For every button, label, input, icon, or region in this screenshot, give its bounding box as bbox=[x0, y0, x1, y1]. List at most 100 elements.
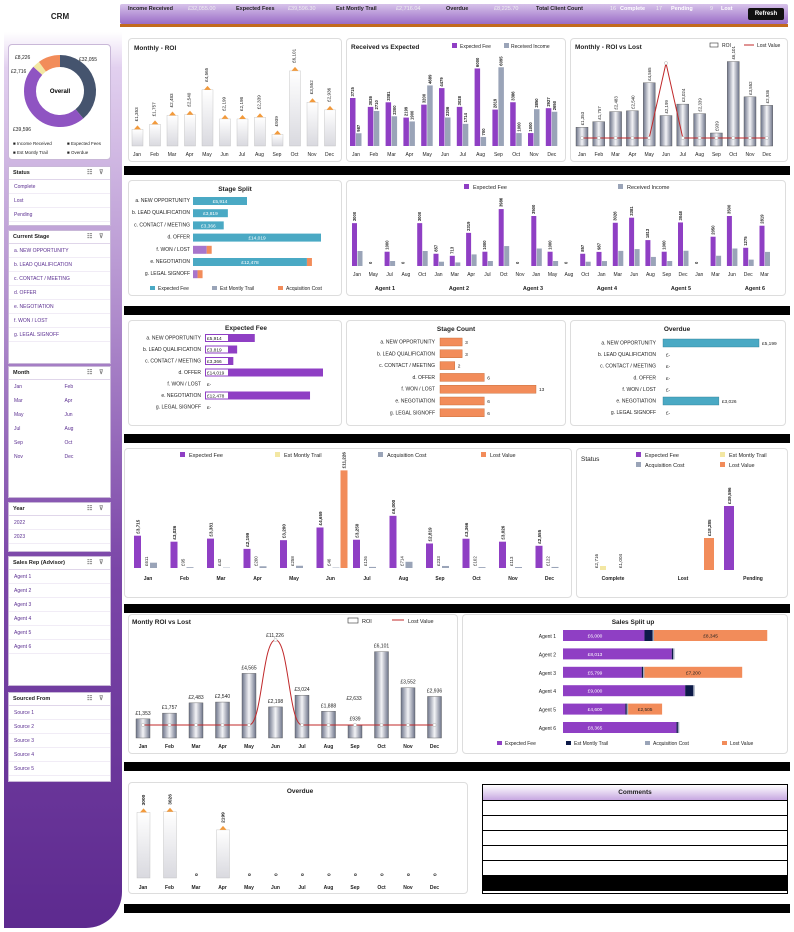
chart-panel bbox=[576, 448, 788, 598]
comment-row[interactable] bbox=[483, 846, 787, 861]
stage-label: c. CONTACT / MEETING bbox=[600, 364, 656, 370]
x-tick-label: Sep bbox=[350, 744, 359, 750]
slicer-item-b-lead-qualification[interactable]: b. LEAD QUALIFICATION bbox=[9, 258, 110, 272]
multiselect-icon[interactable]: ☷ bbox=[87, 234, 93, 240]
overall-donut-chart: Overall bbox=[24, 55, 96, 127]
roi-bar bbox=[374, 651, 389, 739]
received-expected-bar bbox=[498, 67, 504, 146]
comment-row[interactable] bbox=[483, 861, 787, 876]
clear-filter-icon[interactable]: ⊽ bbox=[99, 560, 104, 566]
legend-swatch bbox=[636, 462, 641, 467]
overdue-value-label: 0 bbox=[300, 873, 306, 876]
x-tick-label: May bbox=[369, 272, 379, 278]
slicer-item-jul[interactable]: Jul bbox=[14, 426, 21, 432]
clear-filter-icon[interactable]: ⊽ bbox=[99, 234, 104, 240]
comment-row[interactable] bbox=[483, 831, 787, 846]
slicer-item-may[interactable]: May bbox=[14, 412, 24, 418]
x-tick-label: Oct bbox=[500, 272, 508, 278]
slicer-item-pending[interactable]: Pending bbox=[9, 208, 110, 222]
legend-label: Acquisition Cost bbox=[645, 463, 685, 469]
sales-split-segment bbox=[563, 703, 626, 715]
x-tick-label: Mar bbox=[711, 272, 720, 278]
bar-value-label: 3200 bbox=[421, 93, 426, 103]
sales-split-segment bbox=[563, 630, 645, 641]
slicer-item-agent-1[interactable]: Agent 1 bbox=[9, 570, 110, 584]
slicer-item-source-1[interactable]: Source 1 bbox=[9, 706, 110, 720]
agent-income-bar bbox=[487, 261, 493, 266]
chart-title: Overdue bbox=[287, 788, 314, 795]
slicer-item-oct[interactable]: Oct bbox=[64, 440, 73, 446]
slicer-item-mar[interactable]: Mar bbox=[14, 398, 23, 404]
status-slicer: Status ☷ ⊽ Complete Lost Pending bbox=[8, 166, 111, 226]
slicer-item-nov[interactable]: Nov bbox=[14, 454, 23, 460]
slicer-item-2022[interactable]: 2022 bbox=[9, 516, 110, 530]
bar-value-label: 4689 bbox=[427, 74, 432, 84]
slicer-item-2023[interactable]: 2023 bbox=[9, 530, 110, 544]
lost-value-marker bbox=[194, 723, 198, 727]
comment-row[interactable] bbox=[483, 816, 787, 831]
sales-split-segment bbox=[643, 666, 645, 678]
slicer-item-source-2[interactable]: Source 2 bbox=[9, 720, 110, 734]
lost-value-line bbox=[582, 63, 767, 139]
slicer-item-lost[interactable]: Lost bbox=[9, 194, 110, 208]
slicer-item-agent-2[interactable]: Agent 2 bbox=[9, 584, 110, 598]
clear-filter-icon[interactable]: ⊽ bbox=[99, 506, 104, 512]
multiselect-icon[interactable]: ☷ bbox=[87, 560, 93, 566]
chart-title: Stage Count bbox=[437, 326, 476, 333]
bar-value-label: £714 bbox=[400, 556, 405, 566]
received-expected-bar bbox=[456, 106, 463, 146]
x-tick-label: Dec bbox=[545, 576, 554, 582]
clear-filter-icon[interactable]: ⊽ bbox=[99, 170, 104, 176]
received-expected-bar bbox=[391, 116, 398, 146]
roi-bar bbox=[188, 702, 204, 739]
clear-filter-icon[interactable]: ⊽ bbox=[99, 696, 104, 702]
slicer-item-jun[interactable]: Jun bbox=[64, 412, 73, 418]
status-count-label: Pending bbox=[671, 6, 693, 12]
stage-label: c. CONTACT / MEETING bbox=[145, 359, 201, 365]
x-tick-label: Pending bbox=[743, 576, 763, 582]
slicer-item-e-negotiation[interactable]: e. NEGOTIATION bbox=[9, 300, 110, 314]
agent-fee-bar bbox=[433, 253, 439, 266]
agent-fee-bar bbox=[645, 240, 651, 266]
slicer-item-agent-4[interactable]: Agent 4 bbox=[9, 612, 110, 626]
bar-value-label: 3500 bbox=[727, 204, 732, 214]
x-tick-label: Oct bbox=[377, 885, 386, 891]
slicer-item-jan[interactable]: Jan bbox=[14, 384, 23, 390]
bar-value-label: 3715 bbox=[350, 87, 355, 97]
slicer-item-source-3[interactable]: Source 3 bbox=[9, 734, 110, 748]
slicer-item-apr[interactable]: Apr bbox=[64, 398, 73, 404]
slicer-item-agent-5[interactable]: Agent 5 bbox=[9, 626, 110, 640]
roi-bar bbox=[289, 70, 301, 147]
chart-title: Sales Split up bbox=[612, 619, 655, 626]
slicer-item-f-won-lost[interactable]: f. WON / LOST bbox=[9, 314, 110, 328]
slicer-item-d-offer[interactable]: d. OFFER bbox=[9, 286, 110, 300]
slicer-item-aug[interactable]: Aug bbox=[64, 426, 74, 432]
slicer-item-feb[interactable]: Feb bbox=[64, 384, 74, 390]
multiselect-icon[interactable]: ☷ bbox=[87, 170, 93, 176]
slicer-item-complete[interactable]: Complete bbox=[9, 180, 110, 194]
chart-title: Status bbox=[581, 456, 600, 463]
comment-row[interactable] bbox=[483, 801, 787, 816]
stage-label: e. NEGOTIATION bbox=[150, 259, 190, 265]
slicer-item-agent-6[interactable]: Agent 6 bbox=[9, 640, 110, 654]
slicer-item-g-legal-signoff[interactable]: g. LEGAL SIGNOFF bbox=[9, 328, 110, 342]
donut-legend-item: ■ Expected Fees bbox=[67, 141, 101, 146]
bar-value-label: £200 bbox=[254, 556, 259, 566]
slicer-item-a-new-opportunity[interactable]: a. NEW OPPORTUNITY bbox=[9, 244, 110, 258]
roi-bar-label: £2,483 bbox=[614, 96, 619, 110]
chart-title: Received vs Expected bbox=[351, 44, 419, 51]
multiselect-icon[interactable]: ☷ bbox=[87, 696, 93, 702]
sales-split-segment bbox=[625, 703, 627, 715]
slicer-item-agent-3[interactable]: Agent 3 bbox=[9, 598, 110, 612]
slicer-item-sep[interactable]: Sep bbox=[14, 440, 23, 446]
overdue-value-label: 0 bbox=[327, 873, 333, 876]
refresh-button[interactable]: Refresh bbox=[748, 8, 784, 20]
slicer-item-source-5[interactable]: Source 5 bbox=[9, 762, 110, 776]
slicer-item-dec[interactable]: Dec bbox=[64, 454, 74, 460]
multiselect-icon[interactable]: ☷ bbox=[87, 506, 93, 512]
clear-filter-icon[interactable]: ⊽ bbox=[99, 370, 104, 376]
slicer-item-c-contact-meeting[interactable]: c. CONTACT / MEETING bbox=[9, 272, 110, 286]
x-tick-label: Apr bbox=[467, 272, 475, 278]
slicer-item-source-4[interactable]: Source 4 bbox=[9, 748, 110, 762]
multiselect-icon[interactable]: ☷ bbox=[87, 370, 93, 376]
